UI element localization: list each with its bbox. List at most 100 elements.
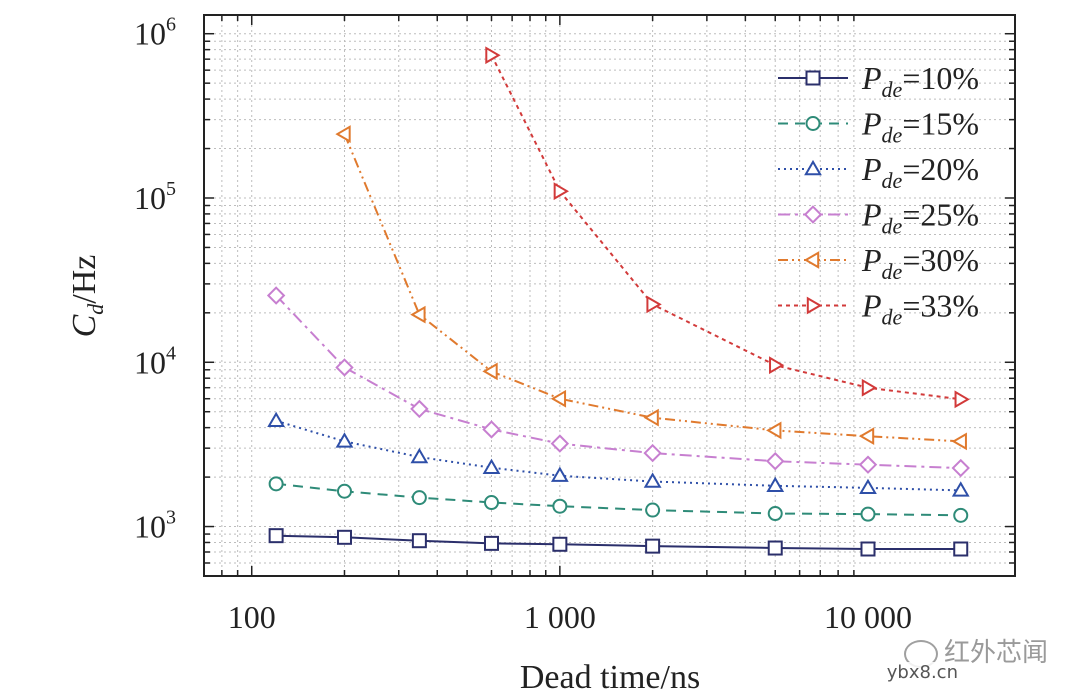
series-6 bbox=[485, 46, 970, 409]
data-point bbox=[482, 362, 498, 381]
legend-var: P bbox=[861, 151, 882, 187]
data-point bbox=[858, 455, 878, 474]
data-point bbox=[482, 420, 501, 439]
legend-item: Pde=33% bbox=[778, 288, 979, 330]
data-point bbox=[410, 447, 429, 464]
legend-val: =20% bbox=[902, 151, 979, 187]
series-3 bbox=[267, 411, 970, 497]
data-point bbox=[766, 421, 782, 440]
y-tick-base: 10 bbox=[134, 344, 166, 380]
y-axis-title: Cd/Hz bbox=[66, 255, 108, 338]
legend-marker bbox=[803, 251, 820, 269]
data-point bbox=[767, 540, 783, 556]
data-point bbox=[643, 408, 659, 427]
data-point bbox=[335, 432, 354, 448]
series-line bbox=[275, 294, 961, 470]
legend-val: =30% bbox=[902, 242, 979, 278]
legend-sub: de bbox=[882, 77, 903, 102]
legend-var: P bbox=[861, 288, 882, 324]
data-point bbox=[951, 481, 970, 497]
data-point bbox=[268, 528, 284, 544]
data-point bbox=[336, 483, 352, 499]
data-point bbox=[860, 506, 876, 522]
legend-label: Pde=10% bbox=[861, 60, 979, 102]
data-point bbox=[335, 125, 351, 143]
legend-label: Pde=25% bbox=[861, 197, 979, 239]
y-tick-exp: 5 bbox=[166, 178, 176, 200]
watermark-sub: ybx8.cn bbox=[882, 662, 962, 683]
data-point bbox=[643, 472, 662, 488]
y-tick-label: 104 bbox=[134, 342, 176, 380]
legend-item: Pde=15% bbox=[778, 106, 979, 148]
legend-marker bbox=[806, 296, 823, 315]
legend-label: Pde=30% bbox=[861, 242, 979, 284]
series-line bbox=[275, 482, 961, 517]
data-point bbox=[645, 538, 661, 554]
data-point bbox=[860, 541, 876, 557]
y-tick-base: 10 bbox=[134, 509, 166, 545]
data-point bbox=[550, 389, 567, 408]
x-tick-labels: 100 1 000 10 000 bbox=[228, 599, 912, 635]
legend-sub: de bbox=[882, 259, 903, 284]
legend-var: P bbox=[861, 242, 882, 278]
series-line bbox=[275, 419, 961, 492]
x-axis-title: Dead time/ns bbox=[520, 659, 700, 696]
y-tick-label: 106 bbox=[134, 14, 176, 52]
series-1 bbox=[268, 528, 969, 557]
data-point bbox=[335, 358, 354, 377]
data-point bbox=[643, 443, 662, 463]
legend-item: Pde=25% bbox=[778, 197, 979, 239]
x-tick-label: 100 bbox=[228, 599, 276, 635]
legend-sub: de bbox=[882, 168, 903, 193]
legend-label: Pde=15% bbox=[861, 106, 979, 148]
data-point bbox=[953, 507, 969, 523]
series-line bbox=[343, 133, 961, 443]
data-point bbox=[552, 536, 568, 552]
x-tick-label: 1 000 bbox=[524, 599, 596, 635]
data-point bbox=[766, 476, 785, 493]
legend-sub: de bbox=[882, 214, 903, 239]
data-point bbox=[411, 533, 427, 549]
y-axis-title-sub: d bbox=[83, 303, 108, 315]
data-point bbox=[411, 490, 427, 506]
legend-item: Pde=30% bbox=[778, 242, 979, 284]
x-tick-label: 10 000 bbox=[824, 599, 912, 635]
series-line bbox=[490, 54, 961, 401]
data-point bbox=[861, 378, 878, 397]
y-tick-base: 10 bbox=[134, 16, 166, 52]
series-5 bbox=[335, 125, 967, 451]
y-tick-label: 105 bbox=[134, 178, 176, 216]
data-point bbox=[267, 411, 286, 428]
y-axis-title-var: C bbox=[66, 314, 103, 337]
data-point bbox=[553, 182, 570, 201]
data-point bbox=[483, 495, 499, 511]
series-layer bbox=[266, 46, 970, 557]
legend-item: Pde=20% bbox=[778, 151, 979, 193]
legend-sub: de bbox=[882, 123, 903, 148]
data-point bbox=[953, 541, 969, 557]
data-point bbox=[550, 466, 569, 482]
data-point bbox=[266, 286, 286, 305]
legend-val: =10% bbox=[902, 60, 979, 96]
legend-marker bbox=[805, 70, 821, 86]
legend-val: =33% bbox=[902, 288, 979, 324]
legend-val: =25% bbox=[902, 197, 979, 233]
data-point bbox=[482, 458, 501, 474]
legend-var: P bbox=[861, 60, 882, 96]
legend-label: Pde=33% bbox=[861, 288, 979, 330]
data-point bbox=[268, 476, 284, 492]
data-point bbox=[552, 498, 568, 514]
legend-marker bbox=[804, 159, 822, 176]
data-point bbox=[645, 502, 661, 518]
legend-sub: de bbox=[882, 305, 903, 330]
ticks bbox=[203, 15, 1015, 577]
legend-marker bbox=[805, 116, 821, 131]
y-tick-label: 103 bbox=[134, 507, 176, 545]
series-2 bbox=[268, 476, 969, 523]
data-point bbox=[769, 356, 785, 375]
series-4 bbox=[266, 286, 970, 478]
y-tick-exp: 6 bbox=[166, 14, 176, 36]
plot-frame bbox=[203, 14, 1016, 577]
